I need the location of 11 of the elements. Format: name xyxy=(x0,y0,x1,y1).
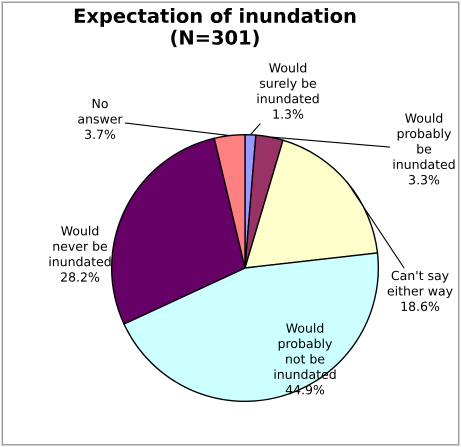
data-label: 18.6% xyxy=(402,302,440,312)
data-label: 28.2% xyxy=(61,272,100,282)
slice-label: Would probably be inundated xyxy=(393,113,455,170)
data-label: 3.7% xyxy=(85,130,116,140)
data-label: 1.3% xyxy=(273,109,304,119)
chart-title: Expectation of inundation (N=301) xyxy=(74,8,356,48)
slice-label: No answer xyxy=(78,98,123,124)
slice-label: Would never be inundated xyxy=(49,226,111,266)
data-label: 3.3% xyxy=(409,175,440,184)
slice-label: Would surely be inundated xyxy=(257,62,319,104)
slice-label: Can't say either way xyxy=(388,270,453,298)
